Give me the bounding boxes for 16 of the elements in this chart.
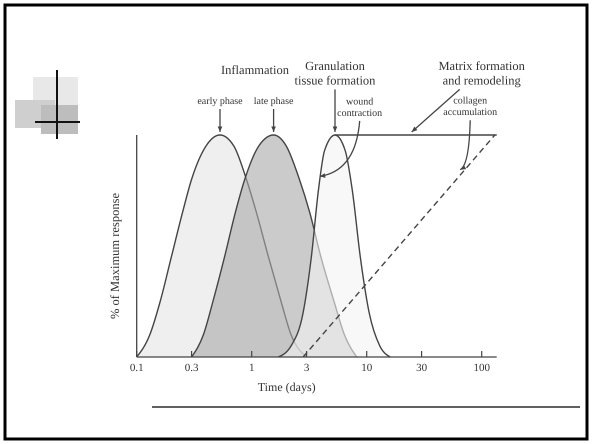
x-tick-label: 30 [416, 362, 428, 374]
annotation: late phase [254, 96, 294, 107]
x-tick-label: 100 [473, 362, 490, 374]
annotation: collagen accumulation [443, 96, 498, 118]
x-tick-label: 1 [248, 362, 254, 374]
text: Inflammation [220, 63, 290, 77]
annotation: Granulation tissue formation [294, 59, 376, 88]
annotation: early phase [197, 96, 244, 107]
x-tick-label: 0.1 [130, 362, 144, 374]
annotation: wound contraction [337, 96, 382, 119]
x-axis-title: Time (days) [258, 380, 316, 394]
x-tick-label: 0.3 [184, 362, 199, 374]
x-tick-label: 3 [304, 362, 310, 374]
x-tick-label: 10 [361, 362, 373, 374]
annotation: Matrix formation and remodeling [438, 59, 526, 88]
y-axis-title: % of Maximum response [108, 192, 122, 320]
